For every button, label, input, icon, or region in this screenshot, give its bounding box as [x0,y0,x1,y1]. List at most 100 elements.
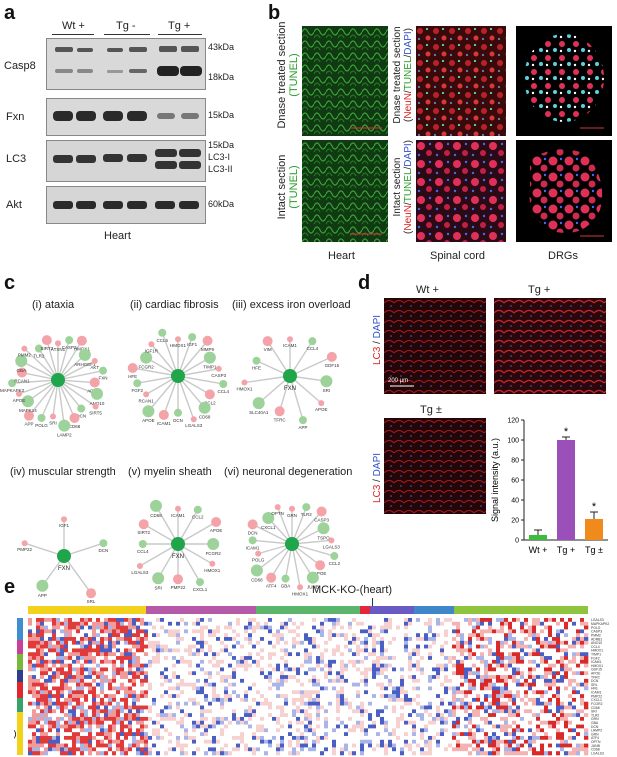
heatmap-cell [84,682,89,687]
heatmap-cell [348,735,353,741]
heatmap-cell [472,705,477,710]
heatmap-cell [536,663,541,668]
heatmap-cell [160,686,165,691]
heatmap-cell [348,656,353,661]
heatmap-cell [260,640,265,645]
heatmap-cell [396,675,401,680]
heatmap-cell [340,629,345,634]
heatmap-cell [340,709,345,714]
heatmap-cell [424,656,429,661]
heatmap-cell [64,633,69,638]
heatmap-cell [432,667,437,672]
heatmap-cell [56,633,61,638]
heatmap-cell [220,656,225,661]
heatmap-cell [416,640,421,645]
blot-casp8-bands [47,39,205,89]
heatmap-cell [96,682,101,687]
heatmap-cell [460,682,465,687]
heatmap-cell [348,621,353,626]
heatmap-cell [336,675,341,680]
heatmap-cell [320,671,325,676]
heatmap-cell [568,735,573,741]
heatmap-cell [484,625,489,630]
heatmap-cell [544,625,549,630]
heatmap-cell [296,732,301,737]
network-hub [171,369,185,383]
heatmap-cell [248,656,253,661]
heatmap-cell [536,629,541,634]
heatmap-cell [96,739,101,744]
heatmap-cell [560,728,565,733]
heatmap-cell [244,633,249,638]
heatmap-cell [200,732,205,737]
heatmap-cell [152,690,157,695]
heatmap-cell [60,694,65,699]
heatmap-cell [248,690,253,695]
heatmap-cell [252,618,257,623]
heatmap-cell [324,720,329,725]
heatmap-cell [88,675,93,680]
heatmap-cell [248,621,253,626]
heatmap-cell [316,686,321,691]
heatmap-cell [296,671,301,676]
heatmap-cell [408,732,413,737]
heatmap-cell [384,686,389,691]
heatmap-cell [388,618,393,623]
heatmap-cell [468,633,473,638]
heatmap-cell [468,709,473,714]
heatmap-cell [524,667,529,672]
heatmap-cell [308,720,313,725]
heatmap-cell [452,686,457,691]
heatmap-cell [372,686,377,691]
heatmap-cell [216,629,221,634]
heatmap-cell [204,716,209,722]
heatmap-cell [572,648,577,653]
heatmap-cell [60,640,65,645]
heatmap-cell [96,697,101,703]
heatmap-cell [432,633,437,638]
heatmap-cell [576,629,581,634]
heatmap-cell [192,621,197,626]
heatmap-cell [164,739,169,744]
heatmap-cell [476,644,481,649]
heatmap-cell [400,682,405,687]
heatmap-cell [164,735,169,741]
heatmap-cell [340,678,345,683]
heatmap-cell [324,656,329,661]
heatmap-cell [556,728,561,733]
heatmap-cell [456,709,461,714]
heatmap-cell [76,663,81,668]
heatmap-cell [364,690,369,695]
heatmap-cell [512,637,517,642]
heatmap-cell [368,720,373,725]
row1-mid-dapi: DAPI [403,31,414,55]
d-stain-label-top: LC3 / DAPI [372,310,383,370]
heatmap-cell [216,637,221,642]
heatmap-cell [328,724,333,729]
heatmap-cell [532,713,537,718]
heatmap-cell [52,633,57,638]
heatmap-cell [136,637,141,642]
heatmap-cell [424,694,429,699]
heatmap-cell [64,732,69,737]
heatmap-cell [300,682,305,687]
heatmap-cell [448,732,453,737]
heatmap-cell [304,644,309,649]
heatmap-cell [240,678,245,683]
heatmap-cell [184,720,189,725]
heatmap-cell [424,667,429,672]
heatmap-cell [208,724,213,729]
heatmap-cell [172,675,177,680]
heatmap-cell [372,735,377,741]
heatmap-cell [60,728,65,733]
heatmap-cell [76,739,81,744]
heatmap-cell [288,659,293,664]
heatmap-cell [320,739,325,744]
heatmap-cell [444,656,449,661]
heatmap-cell [228,716,233,722]
heatmap-cell [140,640,145,645]
heatmap-cell [276,633,281,638]
heatmap-cell [188,659,193,664]
heatmap-cell [480,716,485,722]
network-node [308,337,317,346]
